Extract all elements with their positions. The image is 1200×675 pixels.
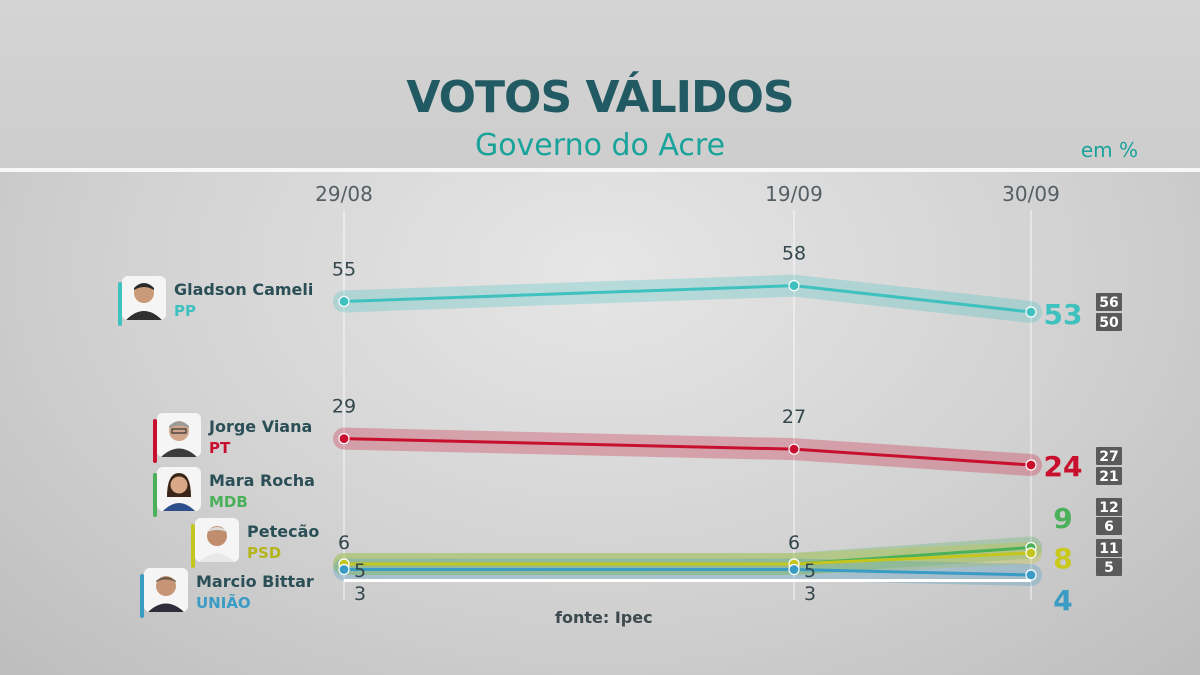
margin-box-3 bbox=[1096, 447, 1122, 465]
series-band-2 bbox=[333, 427, 1042, 476]
legend-name: Mara Rocha bbox=[209, 471, 315, 490]
page-title: VOTOS VÁLIDOS bbox=[406, 72, 794, 123]
data-point-2-3 bbox=[1025, 459, 1037, 471]
margin-box-7 bbox=[1096, 539, 1122, 557]
x-tick-label-3: 30/09 bbox=[1002, 182, 1060, 206]
person-avatar-icon bbox=[157, 413, 201, 457]
margin-label-3: 27 bbox=[1099, 449, 1118, 465]
data-label-19-09-2: 27 bbox=[782, 406, 806, 428]
legend-name: Jorge Viana bbox=[209, 417, 313, 436]
legend-name: Gladson Cameli bbox=[174, 280, 314, 299]
data-point-4-3 bbox=[1025, 547, 1037, 559]
margin-label-2: 50 bbox=[1099, 315, 1119, 331]
data-point-1-3 bbox=[1025, 306, 1037, 318]
margin-box-4 bbox=[1096, 467, 1122, 485]
legend-party: PSD bbox=[247, 544, 282, 562]
margin-box-2 bbox=[1096, 313, 1122, 331]
legend-accent bbox=[140, 574, 144, 618]
final-value-label-1: 53 bbox=[1044, 298, 1083, 331]
legend-party: PT bbox=[209, 439, 231, 457]
margin-label-8: 5 bbox=[1104, 560, 1114, 576]
margin-label-4: 21 bbox=[1099, 469, 1118, 485]
legend-party: MDB bbox=[209, 493, 248, 511]
data-label-29-08-4: 5 bbox=[354, 560, 366, 582]
margin-box-1 bbox=[1096, 293, 1122, 311]
legend-accent bbox=[153, 419, 157, 463]
margin-box-6 bbox=[1096, 517, 1122, 535]
data-point-5-3 bbox=[1025, 569, 1037, 581]
legend-item-rocha: Mara Rocha MDB bbox=[153, 467, 337, 517]
margin-label-7: 11 bbox=[1099, 541, 1118, 557]
source-note: fonte: Ipec bbox=[555, 608, 653, 627]
margin-label-1: 56 bbox=[1099, 295, 1118, 311]
legend-accent bbox=[153, 473, 157, 517]
data-label-29-08-5: 3 bbox=[354, 583, 366, 605]
data-point-1-1 bbox=[338, 295, 350, 308]
margin-label-5: 12 bbox=[1099, 500, 1118, 516]
data-point-5-2 bbox=[788, 563, 800, 576]
legend-accent bbox=[191, 524, 195, 568]
data-point-5-1 bbox=[338, 563, 350, 576]
data-label-29-08-2: 29 bbox=[332, 396, 356, 418]
data-point-2-1 bbox=[338, 433, 350, 445]
legend-item-petecao: Petecão PSD bbox=[191, 518, 335, 568]
data-label-29-08-3: 6 bbox=[338, 532, 350, 554]
legend-name: Marcio Bittar bbox=[196, 572, 314, 591]
x-tick-label-2: 19/09 bbox=[765, 182, 823, 206]
unit-label: em % bbox=[1080, 138, 1138, 162]
legend-party: UNIÃO bbox=[196, 594, 251, 612]
legend-item-cameli: Gladson Cameli PP bbox=[118, 276, 332, 326]
legend-accent bbox=[118, 282, 122, 326]
header-divider bbox=[0, 168, 1200, 172]
legend-item-viana: Jorge Viana PT bbox=[153, 413, 337, 463]
person-avatar-icon bbox=[157, 467, 201, 511]
final-value-label-4: 8 bbox=[1053, 542, 1072, 575]
data-point-2-2 bbox=[788, 443, 800, 455]
page-subtitle: Governo do Acre bbox=[474, 128, 726, 163]
final-value-label-3: 9 bbox=[1053, 502, 1072, 535]
person-avatar-icon bbox=[122, 276, 166, 320]
data-label-19-09-3: 6 bbox=[788, 532, 800, 554]
data-label-19-09-1: 58 bbox=[782, 243, 806, 265]
final-value-label-5: 4 bbox=[1053, 584, 1072, 617]
data-label-19-09-5: 3 bbox=[804, 583, 816, 605]
final-value-label-2: 24 bbox=[1044, 450, 1083, 483]
x-tick-label-1: 29/08 bbox=[315, 182, 373, 206]
header-band bbox=[0, 0, 1200, 168]
margin-box-8 bbox=[1096, 558, 1122, 576]
data-point-1-2 bbox=[788, 280, 800, 292]
legend-item-bittar: Marcio Bittar UNIÃO bbox=[140, 568, 334, 618]
margin-box-5 bbox=[1096, 498, 1122, 516]
data-label-29-08-1: 55 bbox=[332, 258, 356, 280]
margin-label-6: 6 bbox=[1104, 519, 1114, 535]
legend-name: Petecão bbox=[247, 522, 320, 541]
person-avatar-icon bbox=[195, 518, 239, 562]
data-label-19-09-4: 5 bbox=[804, 560, 816, 582]
person-avatar-icon bbox=[144, 568, 188, 612]
legend-party: PP bbox=[174, 302, 196, 320]
